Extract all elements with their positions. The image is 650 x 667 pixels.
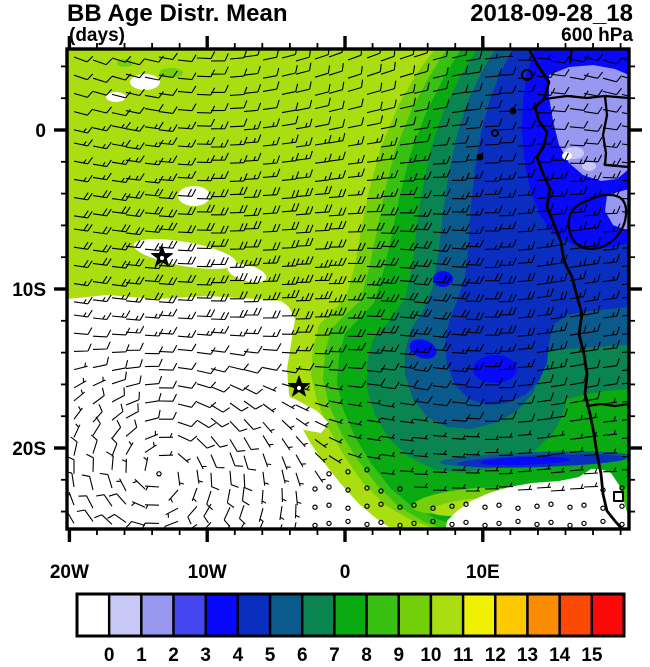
contour-region	[130, 74, 160, 90]
colorbar-tick-label: 2	[168, 645, 179, 666]
colorbar-cell	[75, 592, 111, 638]
star-marker	[151, 245, 173, 267]
colorbar-cell	[526, 592, 561, 638]
colorbar-cell	[397, 592, 433, 638]
country-border	[568, 49, 574, 65]
island	[491, 129, 499, 137]
colorbar-tick-label: 3	[200, 645, 211, 666]
colorbar-tick-label: 10	[420, 645, 441, 666]
colorbar-tick-label: 0	[104, 645, 115, 666]
colorbar-cell	[107, 592, 143, 638]
x-tick-label: 0	[340, 562, 351, 583]
contour-region	[178, 186, 210, 206]
colorbar-tick-label: 5	[265, 645, 276, 666]
plot-subheader: (days) 600 hPa	[69, 26, 633, 46]
colorbar-tick-label: 12	[485, 645, 506, 666]
colorbar-cell	[494, 592, 529, 638]
star-marker	[288, 375, 310, 397]
contour-region	[582, 161, 596, 171]
colorbar-cell	[590, 592, 626, 638]
x-tick-label: 10E	[466, 562, 500, 583]
colorbar-cell	[365, 592, 400, 638]
contour-region	[133, 239, 237, 269]
colorbar-tick-label: 7	[329, 645, 340, 666]
wind-barbs-layer	[67, 49, 629, 529]
colorbar-cell	[558, 592, 594, 638]
colorbar-cell	[333, 592, 368, 638]
colorbar-tick-label: 8	[361, 645, 372, 666]
plot-datetime: 2018-09-28_18	[470, 0, 633, 27]
colorbar-cell	[140, 592, 175, 638]
island	[476, 153, 484, 161]
plot-header: BB Age Distr. Mean 2018-09-28_18	[67, 0, 633, 27]
colorbar-tick-label: 4	[233, 645, 244, 666]
colorbar-tick-label: 14	[549, 645, 571, 666]
colorbar-tick-label: 1	[136, 645, 147, 666]
colorbar-frame	[75, 592, 626, 638]
axis-labels: 20W 10W 0 10E 0 10S 20S	[12, 121, 500, 583]
plot-level-label: 600 hPa	[561, 25, 633, 46]
island	[521, 69, 533, 81]
colorbar-cell	[172, 592, 207, 638]
colorbar-cell	[429, 592, 465, 638]
contour-region	[480, 456, 570, 466]
map-canvas	[67, 49, 629, 529]
coast-feature-square	[613, 491, 624, 502]
colorbar-cell	[236, 592, 272, 638]
axis-ticks	[54, 36, 642, 542]
x-tick-label: 10W	[188, 562, 227, 583]
contour-region	[445, 469, 629, 529]
y-tick-label: 10S	[12, 280, 46, 301]
country-border	[585, 402, 629, 408]
contour-region	[159, 68, 183, 78]
colorbar-cell	[268, 592, 304, 638]
colorbar-cell	[301, 592, 336, 638]
contour-region	[263, 391, 329, 433]
colorbar: 0 1 2 3 4 5 6 7 8 9 10 11 12 13 14 15	[75, 592, 626, 666]
plot-title: BB Age Distr. Mean	[67, 0, 288, 27]
contour-region	[473, 355, 517, 383]
colorbar-tick-label: 11	[453, 645, 474, 666]
contour-region	[433, 271, 453, 287]
contour-field-layer	[67, 49, 629, 529]
country-border	[567, 193, 628, 251]
contour-region	[106, 92, 126, 102]
colorbar-cell	[461, 592, 497, 638]
y-tick-label: 20S	[12, 439, 46, 460]
y-tick-label: 0	[35, 121, 46, 142]
colorbar-tick-label: 15	[581, 645, 603, 666]
x-tick-label: 20W	[50, 562, 89, 583]
colorbar-tick-label: 6	[297, 645, 308, 666]
coastline	[527, 49, 624, 529]
country-border	[601, 94, 629, 169]
island	[509, 107, 517, 115]
country-border	[542, 94, 629, 101]
plot-units-label: (days)	[69, 25, 125, 46]
contour-region	[409, 339, 437, 359]
colorbar-cell	[204, 592, 240, 638]
coastline-layer	[476, 49, 629, 529]
colorbar-tick-label: 9	[393, 645, 404, 666]
colorbar-tick-label: 13	[517, 645, 538, 666]
